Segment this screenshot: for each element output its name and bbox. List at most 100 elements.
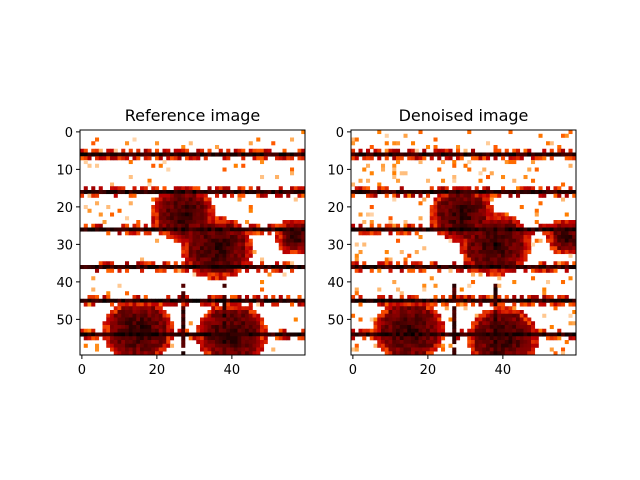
heatmap-cell bbox=[553, 152, 558, 157]
heatmap-cell bbox=[106, 298, 111, 303]
heatmap-cell bbox=[437, 190, 442, 195]
heatmap-cell bbox=[441, 325, 446, 330]
heatmap-cell bbox=[564, 265, 569, 270]
heatmap-cell bbox=[519, 152, 524, 157]
heatmap-cell bbox=[215, 257, 220, 262]
heatmap-cell bbox=[452, 317, 457, 322]
heatmap-cell bbox=[531, 328, 536, 333]
heatmap-cell bbox=[230, 310, 235, 315]
heatmap-cell bbox=[181, 220, 186, 225]
heatmap-cell bbox=[452, 220, 457, 225]
heatmap-cell bbox=[392, 310, 397, 315]
heatmap-cell bbox=[170, 201, 175, 206]
heatmap-cell bbox=[403, 190, 408, 195]
heatmap-cell bbox=[147, 321, 152, 326]
heatmap-cell bbox=[456, 156, 461, 161]
heatmap-cell bbox=[106, 340, 111, 345]
heatmap-cell bbox=[444, 190, 449, 195]
heatmap-cell bbox=[384, 340, 389, 345]
heatmap-cell bbox=[158, 212, 163, 217]
heatmap-cell bbox=[542, 291, 547, 296]
heatmap-cell bbox=[471, 253, 476, 258]
heatmap-cell bbox=[512, 178, 517, 183]
heatmap-cell bbox=[418, 336, 423, 341]
heatmap-cell bbox=[459, 208, 464, 213]
heatmap-cell bbox=[467, 336, 472, 341]
heatmap-cell bbox=[508, 231, 513, 236]
heatmap-cell bbox=[411, 306, 416, 311]
heatmap-cell bbox=[286, 332, 291, 337]
heatmap-cell bbox=[392, 343, 397, 348]
heatmap-cell bbox=[471, 336, 476, 341]
heatmap-cell bbox=[422, 313, 427, 318]
heatmap-cell bbox=[87, 208, 92, 213]
heatmap-cell bbox=[384, 332, 389, 337]
heatmap-cell bbox=[233, 351, 238, 356]
heatmap-cell bbox=[538, 152, 543, 157]
heatmap-cell bbox=[177, 220, 182, 225]
heatmap-cell bbox=[448, 265, 453, 270]
heatmap-cell bbox=[271, 295, 276, 300]
heatmap-cell bbox=[493, 340, 498, 345]
heatmap-cell bbox=[478, 227, 483, 232]
heatmap-cell bbox=[433, 302, 438, 307]
heatmap-cell bbox=[95, 336, 100, 341]
heatmap-cell bbox=[561, 332, 566, 337]
heatmap-cell bbox=[173, 148, 178, 153]
heatmap-cell bbox=[200, 347, 205, 352]
heatmap-cell bbox=[113, 190, 118, 195]
heatmap-cell bbox=[572, 261, 577, 266]
heatmap-cell bbox=[245, 235, 250, 240]
heatmap-cell bbox=[519, 238, 524, 243]
heatmap-cell bbox=[542, 287, 547, 292]
heatmap-cell bbox=[98, 261, 103, 266]
heatmap-cell bbox=[399, 347, 404, 352]
heatmap-cell bbox=[121, 313, 126, 318]
heatmap-cell bbox=[140, 347, 145, 352]
heatmap-cell bbox=[155, 205, 160, 210]
heatmap-cell bbox=[531, 332, 536, 337]
heatmap-cell bbox=[215, 235, 220, 240]
heatmap-cell bbox=[392, 336, 397, 341]
heatmap-cell bbox=[467, 201, 472, 206]
heatmap-cell bbox=[218, 325, 223, 330]
heatmap-cell bbox=[166, 295, 171, 300]
heatmap-cell bbox=[403, 223, 408, 228]
heatmap-cell bbox=[91, 302, 96, 307]
heatmap-cell bbox=[549, 223, 554, 228]
heatmap-cell bbox=[474, 332, 479, 337]
heatmap-cell bbox=[429, 340, 434, 345]
heatmap-cell bbox=[200, 197, 205, 202]
heatmap-cell bbox=[399, 302, 404, 307]
heatmap-cell bbox=[282, 148, 287, 153]
heatmap-cell bbox=[504, 253, 509, 258]
heatmap-cell bbox=[125, 291, 130, 296]
heatmap-cell bbox=[237, 231, 242, 236]
heatmap-cell bbox=[572, 190, 577, 195]
heatmap-cell bbox=[459, 186, 464, 191]
heatmap-cell bbox=[166, 227, 171, 232]
heatmap-cell bbox=[512, 340, 517, 345]
heatmap-cell bbox=[200, 193, 205, 198]
heatmap-cell bbox=[132, 332, 137, 337]
heatmap-cell bbox=[407, 152, 412, 157]
heatmap-cell bbox=[211, 253, 216, 258]
heatmap-cell bbox=[140, 340, 145, 345]
heatmap-cell bbox=[128, 332, 133, 337]
heatmap-cell bbox=[125, 223, 130, 228]
heatmap-cell bbox=[381, 340, 386, 345]
heatmap-cell bbox=[351, 347, 356, 352]
heatmap-cell bbox=[203, 212, 208, 217]
heatmap-cell bbox=[248, 231, 253, 236]
heatmap-cell bbox=[493, 227, 498, 232]
heatmap-cell bbox=[564, 227, 569, 232]
heatmap-cell bbox=[396, 317, 401, 322]
heatmap-cell bbox=[478, 212, 483, 217]
heatmap-cell bbox=[98, 152, 103, 157]
heatmap-cell bbox=[471, 197, 476, 202]
heatmap-cell bbox=[493, 238, 498, 243]
heatmap-cell bbox=[534, 156, 539, 161]
heatmap-cell bbox=[527, 186, 532, 191]
heatmap-cell bbox=[256, 265, 261, 270]
heatmap-cell bbox=[523, 328, 528, 333]
